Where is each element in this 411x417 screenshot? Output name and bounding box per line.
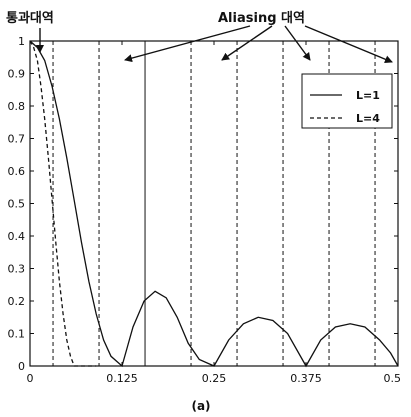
legend-label-l4: L=4 [356,112,380,125]
legend-label-l1: L=1 [356,89,380,102]
y-tick-label: 0.6 [8,165,26,178]
y-tick-label: 0.4 [8,230,26,243]
x-tick-label: 0.25 [202,372,227,385]
annotation-arrow-2 [221,25,273,61]
annotation-arrow-1 [124,25,251,63]
annotation-aliasing-band: Aliasing 대역 [218,10,305,26]
y-tick-label: 0.1 [8,328,26,341]
x-tick-label: 0.375 [290,372,322,385]
figure-caption: (a) [191,399,210,413]
y-tick-label: 1 [18,35,25,48]
x-tick-label: 0 [27,372,34,385]
y-tick-label: 0.3 [8,263,26,276]
y-tick-label: 0 [18,360,25,373]
legend: L=1 L=4 [301,73,393,129]
y-tick-label: 0.7 [8,133,26,146]
y-tick-label: 0.5 [8,198,26,211]
y-tick-label: 0.2 [8,295,26,308]
y-tick-label: 0.9 [8,68,26,81]
annotation-arrow-3 [284,25,311,61]
series-line-l1 [29,40,399,368]
y-tick-label: 0.8 [8,100,26,113]
x-tick-label: 0.5 [384,372,402,385]
series-line-l4 [29,40,97,367]
plot-layer: 0 0.1 0.2 0.3 0.4 0.5 0.6 0.7 0.8 0.9 1 0 0.125 0.25 0… [8,35,402,385]
annotation-arrow-4 [304,25,393,64]
x-tick-label: 0.125 [106,372,138,385]
legend-box [301,73,393,129]
annotation-passband: 통과대역 [6,10,54,26]
